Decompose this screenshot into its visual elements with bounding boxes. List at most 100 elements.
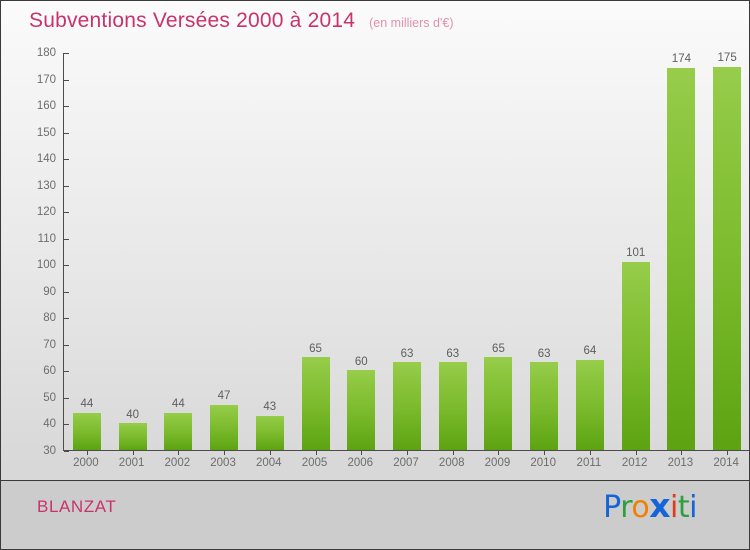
y-axis-tick-mark [64,344,69,346]
x-axis-tick-mark [224,450,226,455]
bar-item[interactable]: 47 [210,53,239,450]
x-axis-tick-label: 2010 [530,457,556,469]
bar-item[interactable]: 43 [255,53,284,450]
bar-item[interactable]: 63 [530,53,559,450]
chart-header: Subventions Versées 2000 à 2014 (en mill… [1,1,749,41]
y-axis-tick-label: 120 [36,206,56,219]
bar-value-label: 60 [354,355,368,368]
bar-item[interactable]: 175 [713,52,742,450]
x-axis-tick-label: 2014 [713,457,739,469]
bar-rect[interactable] [438,362,467,450]
logo-letter: P [603,490,621,525]
x-axis-tick-mark [315,450,317,455]
y-axis-tick-mark [64,159,69,161]
y-axis-tick-mark [64,53,69,54]
bar-rect[interactable] [530,362,559,450]
y-axis-tick-mark [64,397,69,399]
bar-rect[interactable] [575,359,604,450]
y-axis-tick-label: 90 [43,285,56,298]
y-axis-tick-mark [64,424,69,426]
bar-rect[interactable] [301,357,330,450]
bar-rect[interactable] [667,67,696,450]
y-axis-tick-label: 170 [36,73,56,86]
y-axis-tick-label: 50 [43,391,56,404]
bar-rect[interactable] [72,412,101,450]
bar-rect[interactable] [713,66,742,450]
bar-value-label: 63 [537,347,551,360]
logo-letter: t [677,490,690,525]
bar-rect[interactable] [484,357,513,450]
bar-value-label: 44 [80,398,94,411]
y-axis-tick-label: 140 [36,153,56,166]
place-name: BLANZAT [37,497,117,516]
bar-item[interactable]: 65 [484,53,513,450]
bar-rect[interactable] [164,412,193,450]
bar-item[interactable]: 65 [301,53,330,450]
logo-letter: x [649,486,671,525]
bar-value-label: 175 [717,52,737,64]
bar-value-label: 44 [171,398,185,411]
bar-item[interactable]: 174 [667,53,696,450]
x-axis-tick-mark [407,450,408,455]
bar-item[interactable]: 63 [393,53,421,450]
logo-letter: i [689,490,697,525]
logo-letter: r [620,490,632,525]
bar-series: 44 40 44 47 43 65 60 63 63 65 63 64 101 174 175 [64,52,749,455]
x-axis-tick-label: 2007 [393,457,419,469]
x-axis-tick-label: 2005 [301,457,328,469]
bar-value-label: 101 [626,247,646,260]
bar-item[interactable]: 40 [118,53,147,450]
bar-item[interactable]: 60 [347,53,376,450]
y-axis-tick-label: 160 [36,100,56,113]
bar-rect[interactable] [118,423,147,450]
y-axis-tick-label: 30 [43,445,56,457]
y-axis-tick-mark [64,238,69,240]
y-axis-tick-mark [64,212,69,214]
y-axis-tick-mark [64,79,69,81]
bar-item[interactable]: 63 [438,53,467,450]
x-axis-tick-mark [86,450,88,455]
logo-letter: i [670,490,678,525]
x-axis-tick-label: 2006 [347,457,374,469]
x-axis-tick-label: 2001 [118,457,145,469]
bar-item[interactable]: 101 [621,53,650,450]
x-axis-tick-mark [681,450,683,455]
x-axis-tick-label: 2000 [73,457,99,469]
x-axis-tick-mark [452,450,454,455]
y-axis-tick-label: 100 [36,259,56,272]
y-axis-tick-mark [64,291,69,293]
x-axis-tick-mark [178,450,180,455]
bar-item[interactable]: 44 [164,53,193,450]
bar-rect[interactable] [347,370,376,450]
y-axis-tick-label: 80 [43,312,56,325]
bar-value-label: 64 [583,345,597,358]
x-axis-tick-label: 2008 [438,457,465,469]
bar-value-label: 40 [126,408,139,421]
x-axis-tick-label: 2009 [484,457,511,469]
logo-letter: o [631,490,650,525]
y-axis-tick-mark [64,132,69,134]
x-axis-tick-mark [361,450,363,455]
y-axis-tick-label: 180 [36,47,56,59]
bar-rect[interactable] [621,261,650,450]
bar-item[interactable]: 44 [72,53,101,450]
chart-subtitle: (en milliers d'€) [369,16,454,30]
x-axis-tick-mark [589,450,591,455]
bar-rect[interactable] [255,415,284,450]
y-axis-tick-label: 40 [43,418,56,431]
y-axis-tick-label: 60 [43,365,56,378]
proxiti-logo[interactable]: Proxiti [603,489,697,523]
plot-frame: 30 40 50 60 70 80 90 100 110 120 130 140 150 160 170 18… [37,47,749,457]
bar-item[interactable]: 64 [575,53,604,450]
x-axis-tick-label: 2002 [164,457,191,469]
bar-rect[interactable] [210,404,239,450]
bar-value-label: 63 [400,347,414,360]
y-axis-tick-label: 110 [37,232,56,245]
x-axis-tick-mark [132,450,134,455]
y-axis-tick-label: 150 [36,126,56,139]
bar-rect[interactable] [393,362,421,450]
y-axis-tick-mark [64,185,69,187]
y-axis-tick-mark [64,371,69,373]
x-axis-tick-mark [544,450,546,455]
